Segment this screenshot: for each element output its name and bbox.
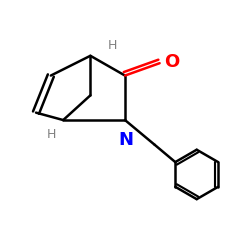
Text: H: H [46, 128, 56, 141]
Text: N: N [119, 131, 134, 149]
Text: O: O [164, 53, 180, 71]
Text: H: H [108, 40, 117, 52]
